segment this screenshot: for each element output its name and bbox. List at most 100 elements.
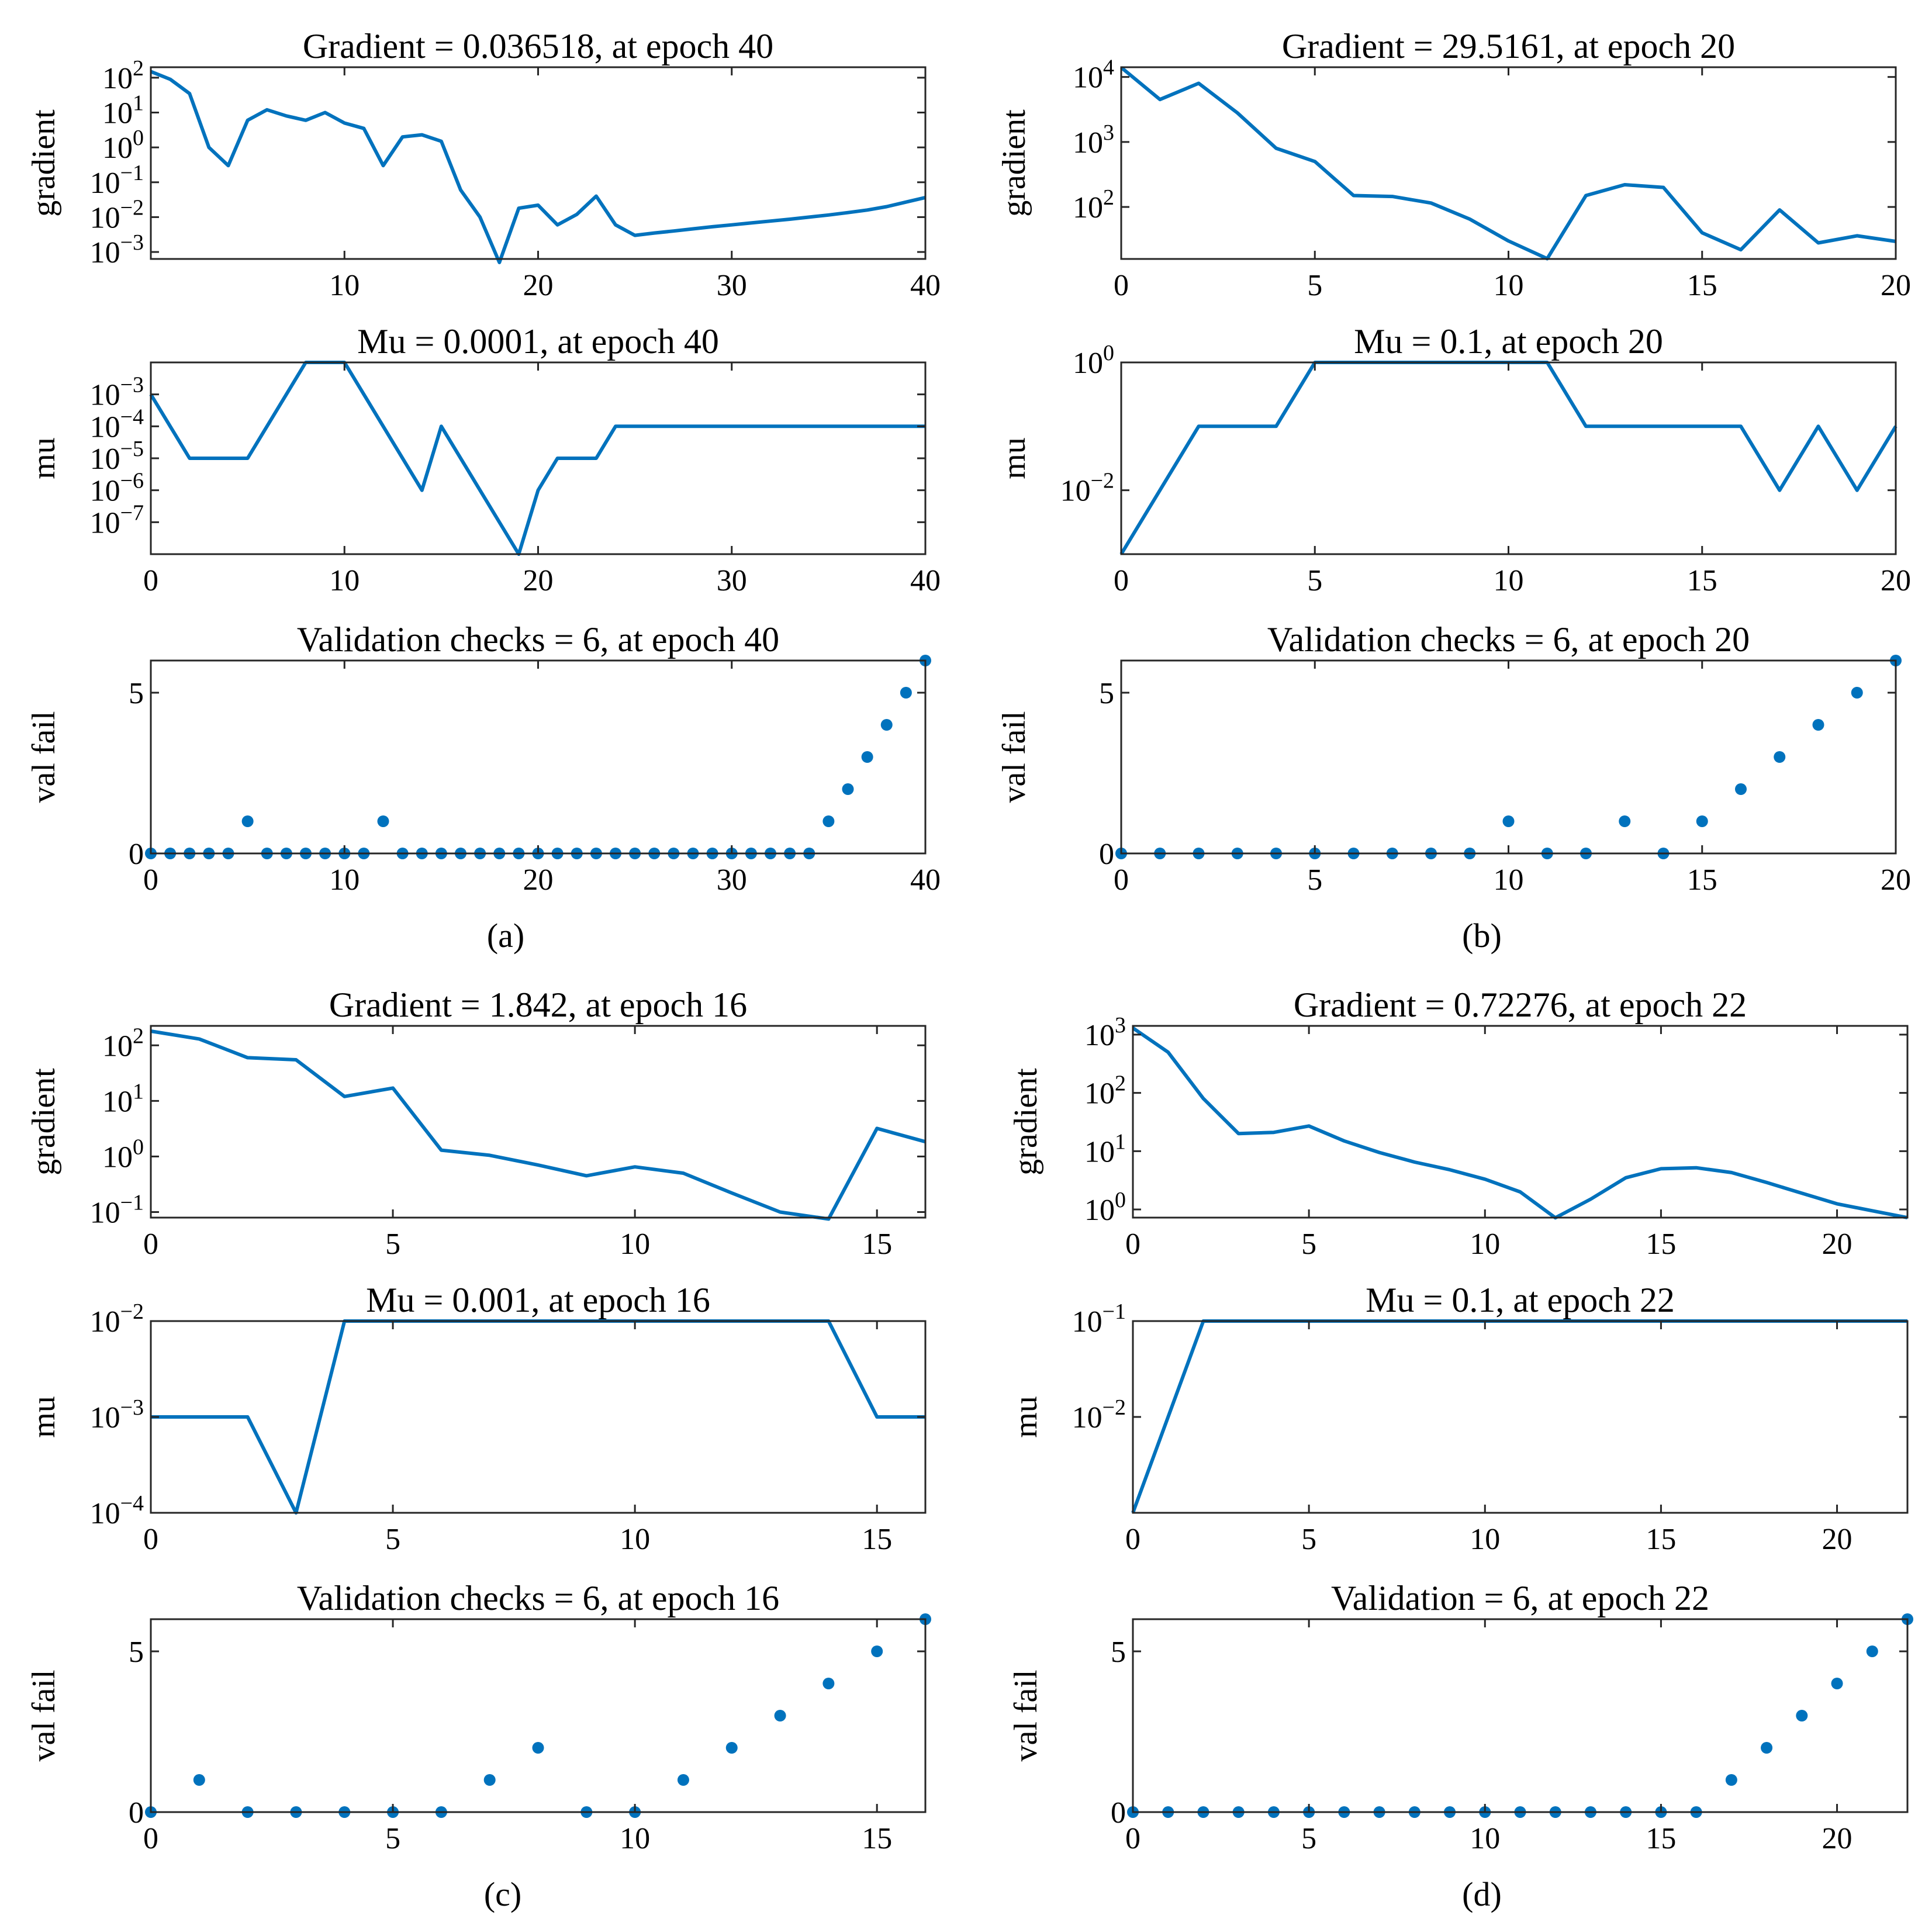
x-tick-label: 15 xyxy=(1646,1523,1676,1556)
y-tick-label: 100 xyxy=(1073,341,1114,380)
y-tick-label: 10−3 xyxy=(90,1395,144,1434)
y-axis-label: gradient xyxy=(26,109,62,217)
y-axis-label: val fail xyxy=(1008,1669,1044,1761)
data-point xyxy=(1851,687,1863,699)
data-point xyxy=(822,1678,835,1689)
chart-b2: Mu = 0.1, at epoch 20 mu 0 5 10 15 20 10−2 100 xyxy=(996,322,1911,597)
y-axis-label: mu xyxy=(996,437,1032,479)
plot-frame xyxy=(1120,66,1897,260)
panel-label-b: (b) xyxy=(1462,917,1502,955)
data-point xyxy=(880,719,893,731)
y-tick-label: 101 xyxy=(102,1079,144,1118)
data-point xyxy=(1696,815,1708,827)
y-axis-label: gradient xyxy=(26,1068,62,1176)
y-tick-label: 10−6 xyxy=(90,469,144,508)
plot-frame xyxy=(150,1025,927,1219)
y-tick-label: 100 xyxy=(1084,1188,1126,1227)
x-tick-label: 0 xyxy=(143,1523,158,1556)
x-tick-label: 10 xyxy=(620,1228,650,1261)
x-tick-label: 20 xyxy=(1822,1822,1852,1855)
chart-title: Validation checks = 6, at epoch 20 xyxy=(1267,620,1750,659)
data-point xyxy=(1735,783,1747,795)
x-tick-label: 5 xyxy=(1301,1523,1316,1556)
panel-label-a: (a) xyxy=(487,917,524,955)
y-tick-label: 102 xyxy=(1084,1071,1126,1111)
x-tick-label: 10 xyxy=(620,1822,650,1855)
chart-title: Gradient = 0.72276, at epoch 22 xyxy=(1294,986,1747,1024)
y-tick-label: 102 xyxy=(102,1024,144,1063)
y-tick-label: 101 xyxy=(102,91,144,130)
y-tick-label: 10−2 xyxy=(1060,469,1114,508)
y-axis-label: mu xyxy=(26,437,62,479)
y-tick-label: 10−2 xyxy=(90,195,144,234)
x-tick-label: 40 xyxy=(910,269,941,302)
chart-title: Validation = 6, at epoch 22 xyxy=(1331,1579,1709,1617)
y-tick-label: 10−7 xyxy=(90,500,144,540)
y-axis-label: val fail xyxy=(996,711,1032,803)
chart-b1: Gradient = 29.5161, at epoch 20 gradient 0… xyxy=(996,27,1911,302)
y-tick-label: 102 xyxy=(1073,185,1114,224)
data-point xyxy=(725,1742,738,1754)
y-tick-label: 100 xyxy=(102,126,144,165)
x-tick-label: 5 xyxy=(1307,863,1322,897)
y-tick-label: 10−3 xyxy=(90,373,144,412)
x-tick-label: 15 xyxy=(1646,1228,1676,1261)
chart-title: Mu = 0.1, at epoch 20 xyxy=(1354,322,1663,361)
data-point xyxy=(1866,1645,1878,1657)
x-tick-label: 0 xyxy=(1125,1523,1140,1556)
chart-c3: Validation checks = 6, at epoch 16 val fa… xyxy=(26,1579,931,1855)
data-point xyxy=(677,1774,689,1786)
y-tick-label: 0 xyxy=(1099,838,1114,871)
y-axis-label: mu xyxy=(26,1396,62,1438)
x-tick-label: 10 xyxy=(1470,1523,1500,1556)
x-tick-label: 20 xyxy=(1822,1228,1852,1261)
panel-label-d: (d) xyxy=(1462,1875,1502,1913)
x-tick-label: 20 xyxy=(1822,1523,1852,1556)
y-tick-label: 5 xyxy=(1111,1636,1126,1669)
x-tick-label: 10 xyxy=(1470,1228,1500,1261)
data-point xyxy=(193,1774,205,1786)
y-axis-label: mu xyxy=(1008,1396,1044,1438)
chart-title: Validation checks = 6, at epoch 40 xyxy=(297,620,779,659)
series-line xyxy=(1132,1026,1908,1220)
x-tick-label: 5 xyxy=(385,1822,400,1855)
x-tick-label: 0 xyxy=(1114,269,1129,302)
y-tick-label: 10−1 xyxy=(90,1190,144,1229)
x-tick-label: 5 xyxy=(385,1228,400,1261)
data-point xyxy=(483,1774,496,1786)
x-tick-label: 20 xyxy=(523,564,554,597)
chart-a3: Validation checks = 6, at epoch 40 val fa… xyxy=(26,620,941,897)
x-tick-label: 30 xyxy=(717,269,747,302)
x-tick-label: 5 xyxy=(1301,1228,1316,1261)
x-tick-label: 10 xyxy=(1470,1822,1500,1855)
data-point xyxy=(1796,1710,1808,1721)
chart-d2: Mu = 0.1, at epoch 22 mu 0 5 10 15 20 10−2 10−1 xyxy=(1008,1281,1909,1556)
x-tick-label: 0 xyxy=(143,564,158,597)
chart-d3: Validation = 6, at epoch 22 val fail 0 5 10 1… xyxy=(1008,1579,1913,1855)
chart-title: Mu = 0.001, at epoch 16 xyxy=(366,1281,710,1319)
x-tick-label: 0 xyxy=(1114,863,1129,897)
x-tick-label: 20 xyxy=(1881,564,1911,597)
data-point xyxy=(1725,1774,1737,1786)
x-tick-label: 40 xyxy=(910,564,941,597)
y-tick-label: 10−4 xyxy=(90,405,144,444)
series-line xyxy=(150,70,926,264)
chart-d1: Gradient = 0.72276, at epoch 22 gradient 0… xyxy=(1008,986,1909,1261)
data-point xyxy=(532,1742,544,1754)
y-tick-label: 103 xyxy=(1084,1013,1126,1052)
plot-frame xyxy=(150,1618,927,1813)
x-tick-label: 20 xyxy=(1881,269,1911,302)
y-tick-label: 0 xyxy=(129,1796,144,1830)
data-point xyxy=(900,687,912,699)
plot-frame xyxy=(1132,1618,1909,1813)
y-tick-label: 10−5 xyxy=(90,437,144,476)
x-tick-label: 5 xyxy=(385,1523,400,1556)
y-axis-label: gradient xyxy=(996,109,1032,217)
x-tick-label: 15 xyxy=(1646,1822,1676,1855)
chart-c1: Gradient = 1.842, at epoch 16 gradient 0 5 1… xyxy=(26,986,927,1261)
x-tick-label: 15 xyxy=(1687,863,1717,897)
x-tick-label: 10 xyxy=(620,1523,650,1556)
data-point xyxy=(1831,1678,1843,1689)
